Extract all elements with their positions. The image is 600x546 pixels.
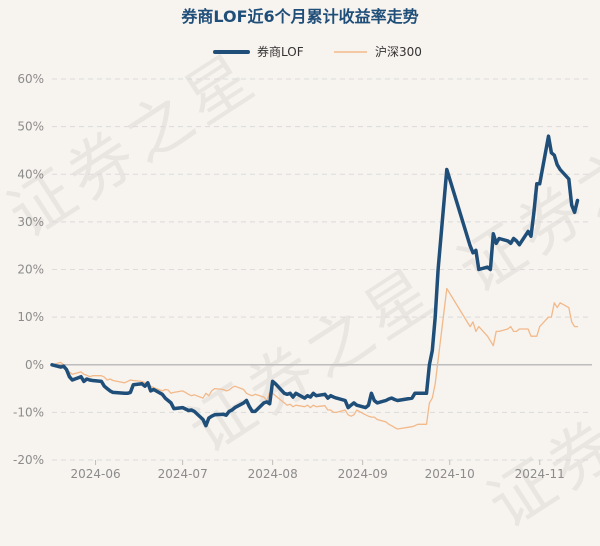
series-line-沪深300 — [51, 287, 579, 430]
legend: 券商LOF 沪深300 — [213, 44, 422, 59]
y-tick-label: 30% — [17, 215, 44, 229]
series-line-券商LOF — [50, 134, 580, 428]
chart-title: 券商LOF近6个月累计收益率走势 — [180, 7, 418, 26]
y-tick-label: -20% — [13, 453, 44, 467]
grid: -20% -10% 0% 10% 20% 30% 40% 50% 60% — [13, 72, 592, 467]
y-tick-label: 20% — [17, 263, 44, 277]
x-tick-label: 2024-11 — [515, 467, 565, 481]
y-tick-label: -10% — [13, 405, 44, 419]
legend-label-series-2: 沪深300 — [375, 45, 422, 59]
plot-area — [50, 134, 580, 430]
x-tick-label: 2024-09 — [338, 467, 388, 481]
x-axis: 2024-06 2024-07 2024-08 2024-09 2024-10 2024-… — [70, 460, 565, 481]
y-tick-label: 10% — [17, 310, 44, 324]
y-tick-label: 50% — [17, 120, 44, 134]
y-tick-label: 60% — [17, 72, 44, 86]
x-tick-label: 2024-08 — [248, 467, 298, 481]
y-tick-label: 40% — [17, 167, 44, 181]
x-tick-label: 2024-10 — [425, 467, 475, 481]
x-tick-label: 2024-07 — [158, 467, 208, 481]
line-chart: 券商LOF近6个月累计收益率走势 券商LOF 沪深300 -20% -10% 0% 1… — [13, 7, 592, 481]
x-tick-label: 2024-06 — [70, 467, 120, 481]
y-tick-label: 0% — [25, 358, 44, 372]
legend-label-series-1: 券商LOF — [257, 44, 304, 59]
